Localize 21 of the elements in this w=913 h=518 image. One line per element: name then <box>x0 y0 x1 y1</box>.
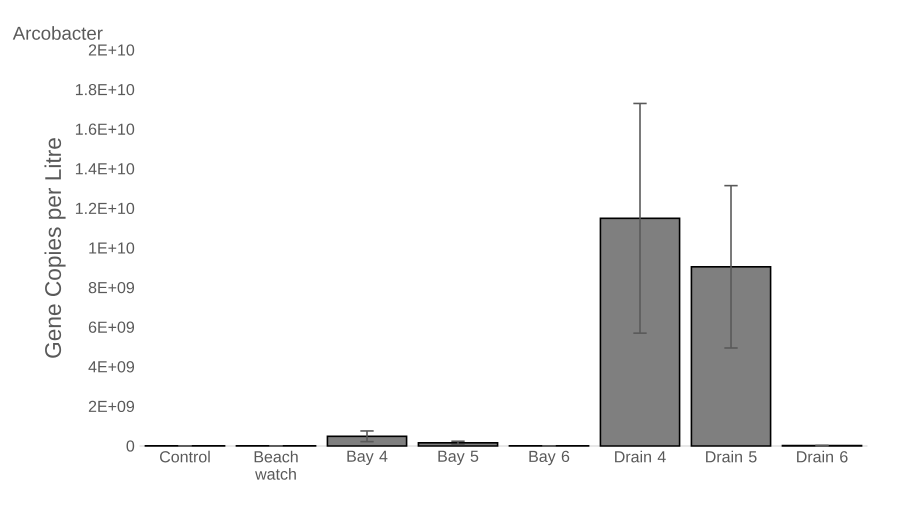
x-tick-label: Bay 6 <box>529 450 570 466</box>
y-axis-title: Gene Copies per Litre <box>44 138 66 358</box>
x-tick-label: Drain 4 <box>615 450 666 462</box>
y-tick-label: 0 <box>126 440 134 452</box>
chart-title: Arcobacter <box>12 26 103 40</box>
y-tick-label: 2E+09 <box>88 400 134 412</box>
y-tick-label: 1.2E+10 <box>76 202 134 214</box>
x-tick-label: Bay 4 <box>347 450 388 466</box>
x-tick-label: Control <box>160 450 210 462</box>
x-tick-label: Drain 5 <box>706 450 757 462</box>
y-tick-label: 4E+09 <box>88 361 134 372</box>
x-tick-label: Bay 5 <box>438 450 478 466</box>
y-tick-label: 2E+10 <box>88 44 134 56</box>
x-tick-label: Drain 6 <box>797 450 848 462</box>
y-tick-label: 6E+09 <box>88 322 134 333</box>
x-tick-label: Beach watch <box>254 450 298 480</box>
y-tick-label: 8E+09 <box>88 282 134 294</box>
y-tick-label: 1.4E+10 <box>76 163 134 174</box>
y-tick-label: 1.6E+10 <box>76 124 134 135</box>
y-tick-label: 1.8E+10 <box>76 84 134 96</box>
y-tick-label: 1E+10 <box>89 242 134 254</box>
